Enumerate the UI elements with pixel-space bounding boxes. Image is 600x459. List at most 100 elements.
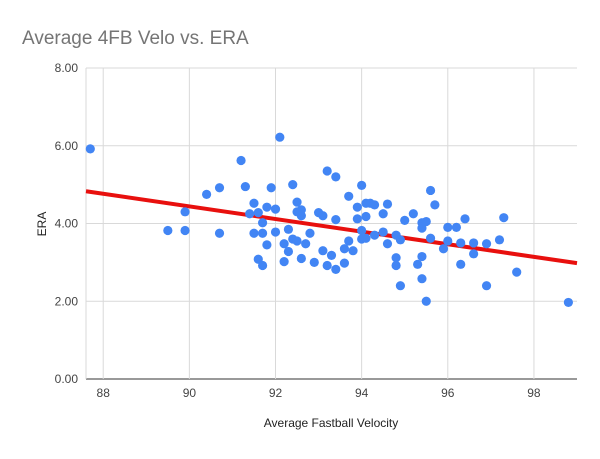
data-point	[180, 207, 190, 217]
data-point	[339, 258, 350, 268]
data-point	[322, 260, 332, 271]
data-point	[270, 227, 281, 237]
data-point	[279, 256, 289, 267]
data-point	[85, 144, 95, 154]
data-point	[494, 235, 505, 245]
data-point	[339, 244, 350, 254]
data-point	[451, 222, 462, 232]
x-axis-label: Average Fastball Velocity	[264, 416, 399, 430]
data-point	[357, 180, 367, 191]
data-point	[257, 260, 268, 271]
y-tick-label: 2.00	[55, 294, 79, 308]
y-tick-label: 6.00	[55, 139, 79, 153]
data-point	[430, 200, 440, 210]
data-point	[460, 214, 470, 224]
data-point	[318, 211, 328, 221]
data-point	[369, 230, 380, 240]
data-point	[395, 235, 406, 245]
data-point	[283, 246, 294, 257]
data-point	[438, 244, 449, 254]
data-point	[421, 216, 431, 227]
data-point	[563, 297, 573, 308]
data-point	[309, 257, 319, 267]
data-point	[331, 215, 341, 225]
data-point	[236, 155, 246, 166]
data-point	[301, 239, 311, 249]
data-point	[443, 236, 453, 246]
data-point	[296, 253, 306, 264]
data-point	[357, 225, 367, 236]
data-point	[305, 228, 315, 238]
point-layer	[85, 132, 573, 308]
x-tick-label: 96	[441, 386, 455, 400]
data-point	[344, 236, 354, 246]
data-point	[378, 227, 388, 237]
data-point	[249, 198, 259, 208]
data-point	[292, 197, 302, 207]
trend-layer	[85, 189, 578, 266]
data-point	[391, 260, 401, 271]
data-point	[456, 259, 466, 269]
y-tick-label: 4.00	[55, 217, 79, 231]
data-point	[326, 250, 337, 260]
data-point	[382, 199, 393, 209]
data-point	[417, 274, 427, 284]
data-point	[331, 172, 341, 182]
data-point	[249, 228, 259, 238]
data-point	[262, 202, 272, 212]
data-point	[245, 209, 255, 219]
y-tick-label: 0.00	[55, 372, 79, 386]
data-point	[413, 259, 423, 269]
x-tick-label: 94	[355, 386, 369, 400]
data-point	[443, 222, 453, 232]
data-point	[425, 233, 436, 243]
data-point	[214, 183, 225, 193]
trendline	[85, 189, 578, 266]
data-point	[240, 181, 250, 192]
x-tick-label: 90	[183, 386, 197, 400]
data-point	[361, 233, 371, 243]
data-point	[288, 180, 298, 190]
y-axis-label: ERA	[35, 212, 49, 237]
data-point	[292, 236, 302, 246]
data-point	[469, 249, 479, 259]
data-point	[214, 228, 225, 238]
data-point	[318, 246, 328, 256]
data-point	[253, 208, 263, 218]
data-point	[378, 209, 388, 219]
y-tick-label: 8.00	[55, 61, 79, 75]
data-point	[266, 183, 276, 193]
data-point	[382, 239, 393, 249]
data-point	[283, 224, 294, 234]
data-point	[257, 218, 268, 228]
data-point	[481, 239, 492, 249]
data-point	[469, 238, 479, 248]
data-point	[499, 213, 509, 223]
data-point	[417, 251, 427, 262]
data-point	[322, 166, 332, 176]
data-point	[400, 215, 410, 225]
data-point	[275, 132, 285, 142]
data-point	[262, 240, 272, 250]
data-point	[391, 253, 401, 263]
tick-layer: 0.00 2.00 4.00 6.00 8.00 88 90 92 94 96 98	[55, 61, 541, 400]
data-point	[408, 209, 418, 219]
data-point	[512, 267, 522, 277]
data-point	[481, 281, 492, 291]
data-point	[352, 202, 362, 212]
x-tick-label: 92	[269, 386, 283, 400]
data-point	[421, 296, 431, 306]
data-point	[425, 185, 436, 196]
data-point	[456, 238, 466, 248]
data-point	[201, 189, 212, 199]
x-tick-label: 98	[527, 386, 541, 400]
data-point	[352, 214, 362, 224]
data-point	[331, 264, 341, 274]
data-point	[270, 204, 281, 214]
chart-title: Average 4FB Velo vs. ERA	[22, 28, 249, 49]
data-point	[348, 246, 358, 256]
data-point	[180, 225, 190, 236]
data-point	[369, 200, 380, 210]
